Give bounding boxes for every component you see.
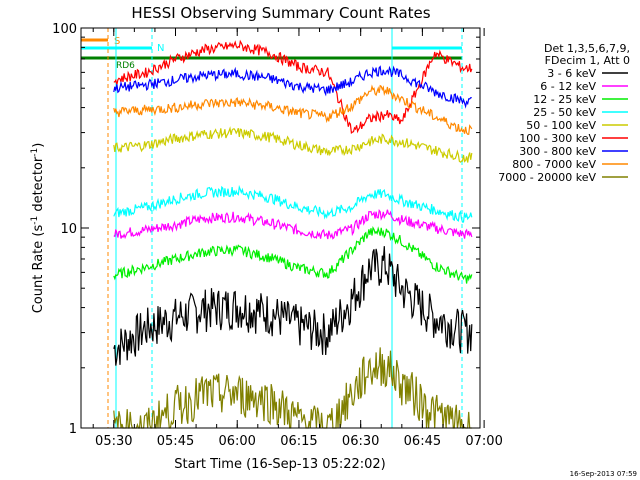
x-tick-label: 06:00 [218,434,255,449]
saa-flag-label: S [114,36,120,47]
series-layer [113,39,473,429]
legend-label: 25 - 50 keV [533,106,596,119]
legend-label: 100 - 300 keV [519,132,596,145]
y-axis: 1 10 100 [52,22,480,437]
legend-label: 800 - 7000 keV [512,158,596,171]
timestamp: 16-Sep-2013 07:59 [570,470,637,478]
legend-label: 3 - 6 keV [547,67,596,80]
x-tick-label: 06:15 [280,434,317,449]
series-line-7 [113,84,473,135]
legend-header-line: FDecim 1, Att 0 [545,54,630,67]
y-tick-label: 100 [52,22,77,37]
series-line-5 [113,39,473,135]
series-line-6 [113,65,472,109]
night-flag-label: N [157,43,164,54]
series-line-3 [113,184,473,223]
legend-header-line: Det 1,3,5,6,7,9, [544,42,630,55]
y-axis-label: Count Rate (s-1 detector-1) [30,143,46,314]
x-axis: 05:30 05:45 06:00 06:15 06:30 06:45 07:00 [92,28,503,449]
x-tick-label: 06:45 [404,434,441,449]
series-line-4 [113,126,473,163]
y-tick-label: 10 [60,222,77,237]
series-line-2 [113,225,473,284]
x-axis-label: Start Time (16-Sep-13 05:22:02) [174,457,385,472]
x-tick-label: 05:45 [157,434,194,449]
legend-label: 300 - 800 keV [519,145,596,158]
x-tick-label: 05:30 [95,434,132,449]
decimation-flag-label: RD6 [116,61,135,71]
flag-layer: S N RD6 [81,28,463,428]
legend-label: 7000 - 20000 keV [498,171,596,184]
legend-label: 50 - 100 keV [526,119,596,132]
series-line-1 [113,208,473,240]
x-tick-label: 06:30 [342,434,379,449]
legend: Det 1,3,5,6,7,9,FDecim 1, Att 03 - 6 keV… [498,42,630,184]
y-tick-label: 1 [69,422,77,437]
series-line-0 [113,246,473,366]
chart-title: HESSI Observing Summary Count Rates [131,4,430,22]
legend-label: 12 - 25 keV [533,93,596,106]
x-tick-label: 07:00 [465,434,502,449]
series-line-8 [113,347,472,429]
legend-label: 6 - 12 keV [540,80,596,93]
